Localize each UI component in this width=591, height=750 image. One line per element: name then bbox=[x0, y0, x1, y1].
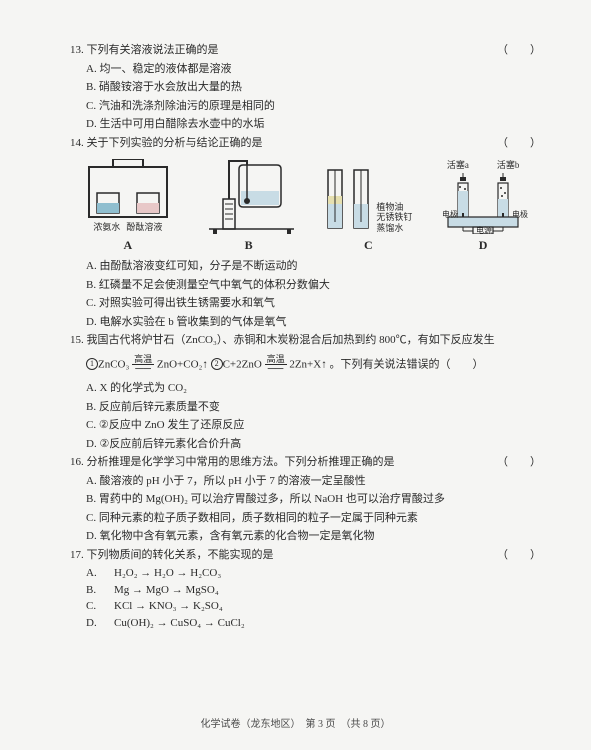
q16-opt-b: B. 胃药中的 Mg(OH)₂ 可以治疗胃酸过多，所以 NaOH 也可以治疗胃酸… bbox=[70, 491, 541, 508]
q16-opt-d: D. 氧化物中含有氧元素，含有氧元素的化合物一定是氧化物 bbox=[70, 528, 541, 545]
eq-circ-2: 2 bbox=[211, 358, 223, 370]
eq-arrow-2: 高温── bbox=[265, 355, 287, 375]
diagram-d-left-label: 活塞a bbox=[447, 159, 469, 173]
eq-r1b: ZnO+CO₂↑ bbox=[157, 358, 208, 370]
q14-stem: 14. 关于下列实验的分析与结论正确的是 （ ） bbox=[70, 135, 541, 152]
diagram-c-label2: 无锈铁钉 bbox=[376, 212, 412, 223]
q15-equation: 1ZnCO₃ 高温── ZnO+CO₂↑ 2C+2ZnO 高温── 2Zn+X↑… bbox=[86, 355, 541, 375]
diagram-d: 活塞a 活塞b 电极 电极 电源 bbox=[438, 159, 528, 254]
q14-paren: （ ） bbox=[497, 135, 541, 152]
q13-opt-d: D. 生活中可用白醋除去水壶中的水垢 bbox=[70, 116, 541, 133]
eq-r2a: C+2ZnO bbox=[223, 358, 262, 370]
q16-stem: 16. 分析推理是化学学习中常用的思维方法。下列分析推理正确的是 （ ） bbox=[70, 454, 541, 471]
eq-tail: 。下列有关说法错误的（ ） bbox=[329, 358, 483, 370]
q14-opt-a: A. 由酚酞溶液变红可知，分子是不断运动的 bbox=[70, 258, 541, 275]
q17-opt-a: A.H₂O₂ → H₂O → H₂CO₃ bbox=[70, 565, 541, 582]
diagram-a: 浓氨水 酚酞溶液 A bbox=[83, 159, 173, 254]
q15-opt-d: D. ②反应前后锌元素化合价升高 bbox=[70, 436, 541, 453]
svg-text:电极: 电极 bbox=[512, 209, 528, 219]
q17-opt-d: D.Cu(OH)₂ → CuSO₄ → CuCl₂ bbox=[70, 615, 541, 632]
diagram-b: B bbox=[199, 159, 299, 254]
q15-stem: 15. 我国古代将炉甘石（ZnCO₃）、赤铜和木炭粉混合后加热到约 800℃，有… bbox=[70, 332, 541, 349]
q14-text: 14. 关于下列实验的分析与结论正确的是 bbox=[70, 135, 263, 152]
diagram-c: 植物油 无锈铁钉 蒸馏水 C bbox=[324, 159, 412, 254]
q16-opt-a: A. 酸溶液的 pH 小于 7，所以 pH 小于 7 的溶液一定呈酸性 bbox=[70, 473, 541, 490]
q17-stem: 17. 下列物质间的转化关系，不能实现的是 （ ） bbox=[70, 547, 541, 564]
q15-opt-c: C. ②反应中 ZnO 发生了还原反应 bbox=[70, 417, 541, 434]
q13-paren: （ ） bbox=[497, 42, 541, 59]
diagram-a-left-label: 浓氨水 bbox=[93, 221, 120, 235]
q16-text: 16. 分析推理是化学学习中常用的思维方法。下列分析推理正确的是 bbox=[70, 454, 395, 471]
eq-r1a: ZnCO₃ bbox=[98, 358, 129, 370]
svg-text:电极: 电极 bbox=[442, 209, 458, 219]
q14-opt-d: D. 电解水实验在 b 管收集到的气体是氧气 bbox=[70, 314, 541, 331]
eq-circ-1: 1 bbox=[86, 358, 98, 370]
diagram-c-label1: 植物油 bbox=[376, 202, 412, 213]
diagram-d-label: D bbox=[479, 236, 488, 254]
svg-text:电源: 电源 bbox=[476, 225, 492, 235]
eq-r2b: 2Zn+X↑ bbox=[289, 358, 326, 370]
diagram-c-label3: 蒸馏水 bbox=[376, 223, 412, 234]
q14-diagrams: 浓氨水 酚酞溶液 A B bbox=[70, 159, 541, 254]
page-footer: 化学试卷（龙东地区） 第 3 页 （共 8 页） bbox=[0, 717, 591, 732]
q14-opt-b: B. 红磷量不足会使测量空气中氧气的体积分数偏大 bbox=[70, 277, 541, 294]
q13-stem: 13. 下列有关溶液说法正确的是 （ ） bbox=[70, 42, 541, 59]
q17-opt-c: C.KCl → KNO₃ → K₂SO₄ bbox=[70, 598, 541, 615]
q15-opt-a: A. X 的化学式为 CO₂ bbox=[70, 380, 541, 397]
diagram-d-right-label: 活塞b bbox=[497, 159, 520, 173]
diagram-c-svg bbox=[324, 164, 374, 234]
q15-opt-b: B. 反应前后锌元素质量不变 bbox=[70, 399, 541, 416]
q17-text: 17. 下列物质间的转化关系，不能实现的是 bbox=[70, 547, 274, 564]
q13-opt-c: C. 汽油和洗涤剂除油污的原理是相同的 bbox=[70, 98, 541, 115]
q16-paren: （ ） bbox=[497, 454, 541, 471]
diagram-a-label: A bbox=[124, 236, 133, 254]
q13-opt-a: A. 均一、稳定的液体都是溶液 bbox=[70, 61, 541, 78]
diagram-d-svg: 电极 电极 电源 bbox=[438, 173, 528, 235]
diagram-a-svg bbox=[83, 159, 173, 221]
q16-opt-c: C. 同种元素的粒子质子数相同，质子数相同的粒子一定属于同种元素 bbox=[70, 510, 541, 527]
q13-text: 13. 下列有关溶液说法正确的是 bbox=[70, 42, 219, 59]
diagram-a-right-label: 酚酞溶液 bbox=[126, 221, 162, 235]
eq-arrow-1: 高温── bbox=[132, 355, 154, 375]
q17-paren: （ ） bbox=[497, 547, 541, 564]
q13-opt-b: B. 硝酸铵溶于水会放出大量的热 bbox=[70, 79, 541, 96]
q17-opt-b: B.Mg → MgO → MgSO₄ bbox=[70, 582, 541, 599]
diagram-c-label: C bbox=[364, 236, 373, 254]
exam-page: 13. 下列有关溶液说法正确的是 （ ） A. 均一、稳定的液体都是溶液 B. … bbox=[0, 0, 591, 750]
q14-opt-c: C. 对照实验可得出铁生锈需要水和氧气 bbox=[70, 295, 541, 312]
diagram-b-svg bbox=[199, 159, 299, 234]
diagram-b-label: B bbox=[245, 236, 253, 254]
